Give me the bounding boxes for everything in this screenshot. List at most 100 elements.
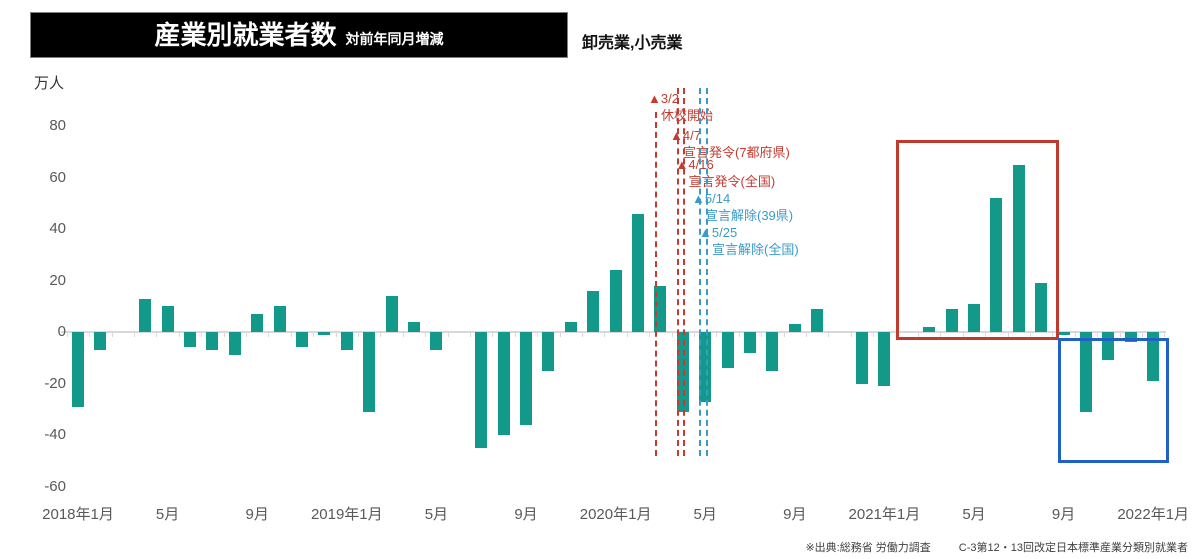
bar-2019-11: [564, 321, 577, 332]
axis-tick: [290, 333, 292, 337]
bar-2021-03: [923, 326, 936, 332]
bar-2019-04: [408, 321, 420, 332]
axis-tick: [582, 333, 583, 337]
axis-tick: [111, 333, 113, 337]
bar-2020-02: [632, 213, 644, 332]
axis-tick: [313, 333, 315, 337]
bar-2018-12: [318, 332, 331, 335]
bar-2021-12: [1124, 332, 1137, 343]
bar-2018-04: [139, 298, 152, 332]
axis-tick: [649, 333, 651, 337]
axis-tick: [671, 333, 673, 337]
bar-2021-06: [990, 198, 1003, 332]
bar-2021-10: [1080, 332, 1092, 412]
bar-2019-05: [430, 332, 443, 351]
bar-2021-04: [945, 308, 958, 332]
axis-tick: [738, 333, 740, 337]
axis-tick: [358, 333, 359, 337]
annotation-line-5/25: [706, 88, 708, 456]
y-tick-label: 40: [49, 220, 66, 237]
x-tick-label: 2021年1月: [848, 506, 921, 523]
bar-2020-06: [721, 332, 734, 369]
axis-tick: [940, 333, 942, 337]
bar-2020-08: [766, 332, 779, 371]
axis-tick: [962, 333, 964, 337]
y-tick-label: 0: [57, 323, 66, 340]
x-tick-label: 9月: [1051, 506, 1076, 523]
axis-tick: [66, 333, 68, 337]
y-tick-label: 80: [49, 117, 66, 134]
axis-tick: [402, 333, 404, 337]
axis-tick: [447, 333, 449, 337]
bar-2019-03: [385, 295, 398, 332]
axis-tick: [1164, 333, 1166, 337]
axis-tick: [134, 333, 135, 337]
axis-tick: [89, 333, 91, 337]
axis-tick: [828, 333, 830, 337]
axis-tick: [514, 333, 516, 337]
axis-tick: [783, 333, 785, 337]
bar-2019-12: [587, 290, 600, 332]
x-axis-baseline: [61, 331, 1166, 333]
bar-2021-07: [1012, 164, 1025, 332]
annotation-text-label: 宣言解除(全国): [712, 242, 799, 257]
bar-2020-12: [856, 332, 868, 384]
axis-tick: [268, 333, 270, 337]
annotation-line-5/14: [699, 88, 701, 456]
axis-tick: [1119, 333, 1121, 337]
bar-2021-05: [968, 303, 980, 332]
x-tick-label: 2018年1月: [42, 506, 114, 523]
bar-2019-09: [520, 332, 532, 425]
highlight-box-2021-decrease: [1058, 338, 1169, 463]
annotation-line-4/7: [677, 88, 679, 456]
y-tick-label: 20: [49, 271, 66, 289]
bar-2019-02: [363, 332, 376, 412]
axis-tick: [156, 333, 158, 337]
bar-2018-02: [94, 332, 107, 351]
x-tick-label: 5月: [155, 506, 180, 523]
y-tick-label: -60: [44, 477, 66, 495]
axis-tick: [201, 333, 203, 337]
axis-tick: [470, 333, 471, 337]
annotation-date-label: ▲4/16: [675, 157, 714, 172]
highlight-box-2021-increase: [896, 140, 1059, 340]
source-label: ※出典:総務省 労働力調査: [805, 542, 931, 554]
bar-2022-01: [1147, 332, 1160, 381]
y-tick-label: -40: [44, 426, 66, 443]
axis-tick: [246, 333, 247, 337]
annotation-text-label: 宣言発令(7都府県): [683, 145, 790, 160]
annotation-date-label: ▲5/14: [692, 191, 731, 206]
axis-tick: [873, 333, 875, 337]
y-tick-label: 60: [49, 168, 66, 186]
chart-subtitle: 対前年同月増減: [345, 31, 444, 47]
bar-2020-09: [788, 324, 801, 332]
source-note-label: C-3第12・13回改定日本標準産業分類別就業者: [958, 542, 1188, 554]
footer: ※出典:総務省 労働力調査 C-3第12・13回改定日本標準産業分類別就業者: [805, 539, 1188, 555]
x-tick-label: 5月: [962, 506, 986, 523]
bar-2019-08: [497, 332, 510, 435]
x-tick-label: 2020年1月: [579, 506, 652, 523]
bar-2020-01: [609, 270, 622, 332]
x-tick-label: 5月: [424, 506, 449, 523]
bar-2020-05: [699, 332, 712, 402]
annotation-date-label: ▲4/7: [670, 128, 701, 143]
axis-tick: [604, 333, 606, 337]
axis-tick: [537, 333, 539, 337]
y-axis-unit-label: 万人: [34, 75, 65, 92]
title-banner: 産業別就業者数 対前年同月増減: [30, 12, 568, 58]
axis-tick: [1052, 333, 1054, 337]
annotation-text-label: 宣言解除(39県): [705, 208, 794, 223]
x-tick-label: 9月: [514, 506, 538, 523]
axis-tick: [1007, 333, 1009, 337]
x-tick-label: 9月: [245, 506, 269, 523]
x-tick-label: 5月: [693, 506, 717, 523]
axis-tick: [1030, 333, 1031, 337]
bar-2021-08: [1035, 283, 1048, 332]
bar-2018-01: [72, 332, 84, 407]
axis-tick: [223, 333, 225, 337]
bar-2020-07: [744, 332, 756, 353]
axis-tick: [626, 333, 628, 337]
axis-tick: [425, 333, 427, 337]
axis-tick: [380, 333, 382, 337]
